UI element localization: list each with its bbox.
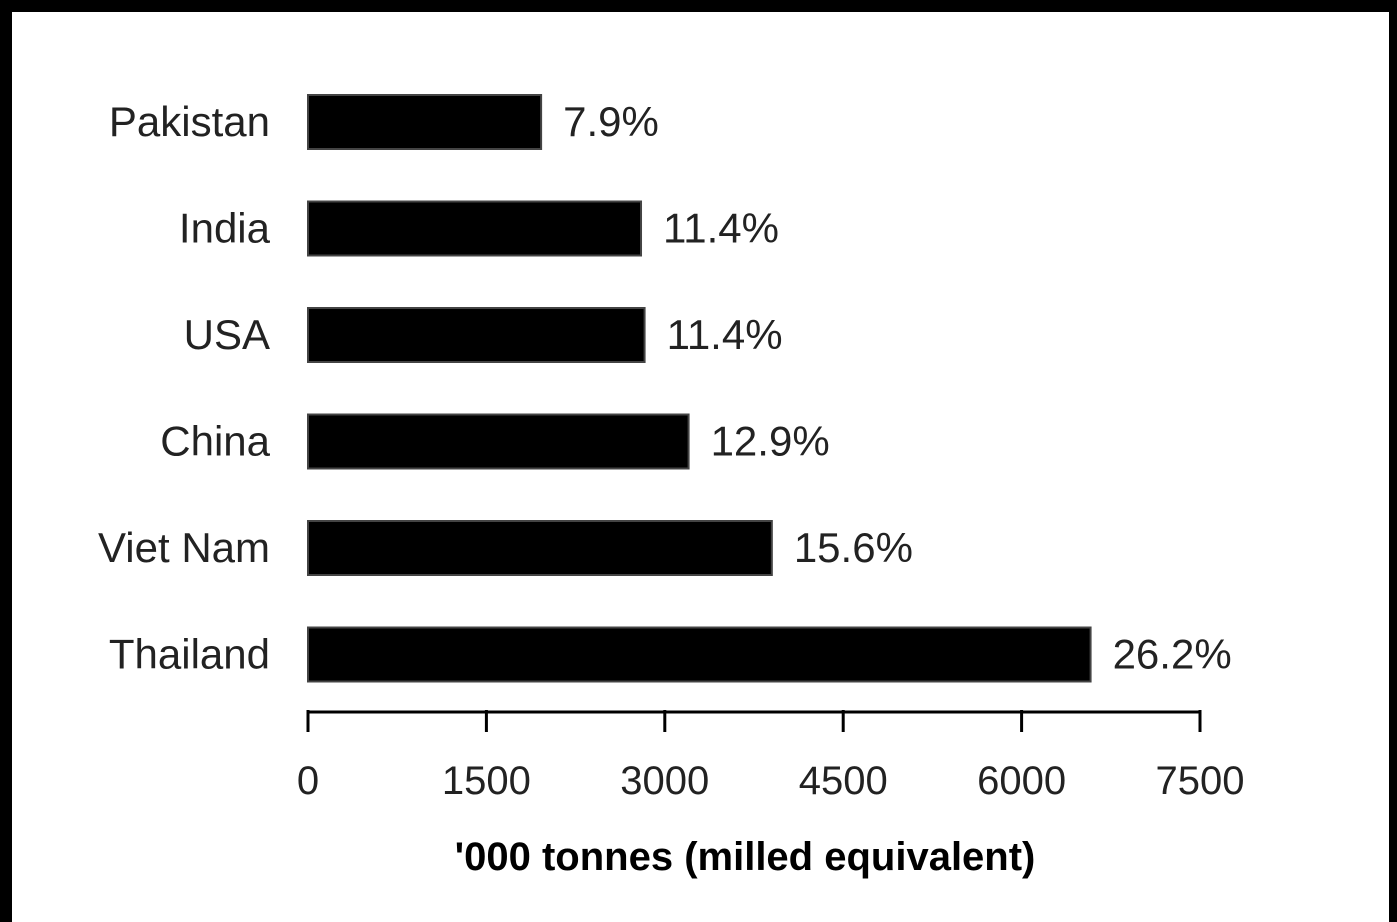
data-label: 15.6% [794, 524, 913, 571]
bars [307, 94, 1092, 683]
x-tick-label: 3000 [620, 759, 709, 803]
x-tick-labels: 0 1500 3000 4500 6000 7500 [297, 759, 1245, 803]
bar [307, 200, 643, 257]
category-label: China [160, 418, 270, 465]
data-label: 26.2% [1113, 631, 1232, 678]
data-label: 11.4% [663, 205, 779, 252]
data-label: 12.9% [711, 418, 830, 465]
bar [307, 520, 773, 576]
x-tick-label: 0 [297, 759, 319, 803]
x-tick-label: 1500 [442, 759, 531, 803]
category-label: India [179, 205, 271, 252]
bar [307, 413, 690, 470]
category-label: Thailand [109, 631, 270, 678]
bar [307, 626, 1092, 683]
bar [307, 307, 646, 363]
category-label: Viet Nam [98, 524, 270, 571]
x-tick-label: 7500 [1156, 759, 1245, 803]
x-tick-label: 6000 [977, 759, 1066, 803]
x-tick-label: 4500 [799, 759, 888, 803]
bar [307, 94, 543, 150]
data-labels: 7.9% 11.4% 11.4% 12.9% 15.6% 26.2% [563, 98, 1232, 678]
category-labels: Pakistan India USA China Viet Nam Thailand [98, 98, 271, 678]
x-axis [306, 710, 1202, 732]
x-axis-title: '000 tonnes (milled equivalent) [455, 835, 1036, 879]
data-label: 7.9% [563, 98, 659, 145]
category-label: USA [184, 311, 270, 358]
data-label: 11.4% [667, 311, 783, 358]
category-label: Pakistan [109, 98, 270, 145]
